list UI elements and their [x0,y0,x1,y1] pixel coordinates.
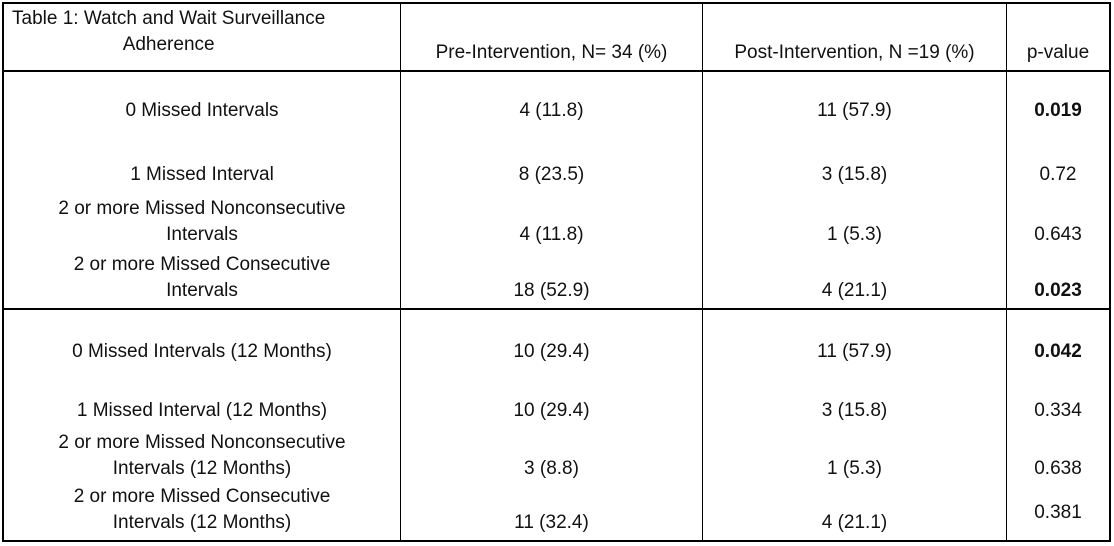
post-value: 4 (21.1) [703,252,1007,308]
row-label: 0 Missed Intervals (12 Months) [4,310,401,394]
pre-value: 18 (52.9) [401,252,703,308]
pre-value: 4 (11.8) [401,192,703,252]
table-row: 0 Missed Intervals 4 (11.8) 11 (57.9) 0.… [4,72,1109,150]
table-row: 2 or more Missed Consecutive Intervals 1… [4,252,1109,310]
p-value: 0.042 [1034,341,1082,362]
post-value: 3 (15.8) [703,150,1007,192]
p-value: 0.381 [1034,502,1082,523]
p-value: 0.643 [1034,224,1082,245]
p-value: 0.638 [1034,458,1082,479]
row-label: 2 or more Missed Consecutive Intervals [4,252,401,308]
header-p-value: p-value [1026,42,1090,63]
table-header-row: Table 1: Watch and Wait Surveillance Adh… [4,4,1109,72]
table-row: 1 Missed Interval 8 (23.5) 3 (15.8) 0.72 [4,150,1109,192]
pre-value: 11 (32.4) [401,486,703,540]
row-label: 2 or more Missed Nonconsecutive Interval… [4,192,401,252]
post-value: 4 (21.1) [703,486,1007,540]
p-value: 0.72 [1039,164,1077,185]
row-label: 0 Missed Intervals [4,72,401,150]
p-value: 0.334 [1034,400,1082,421]
p-value: 0.019 [1034,100,1082,121]
p-value: 0.023 [1034,280,1082,301]
header-pre-intervention: Pre-Intervention, N= 34 (%) [401,4,703,70]
table-row: 1 Missed Interval (12 Months) 10 (29.4) … [4,394,1109,428]
table-row: 2 or more Missed Consecutive Intervals (… [4,486,1109,540]
post-value: 11 (57.9) [703,310,1007,394]
row-label: 2 or more Missed Nonconsecutive Interval… [4,428,401,486]
table-caption: Table 1: Watch and Wait Surveillance Adh… [4,4,401,70]
table-caption-line1: Table 1: Watch and Wait Surveillance [12,8,326,29]
row-label: 1 Missed Interval [4,150,401,192]
post-value: 1 (5.3) [703,428,1007,486]
row-label: 2 or more Missed Consecutive Intervals (… [4,486,401,540]
table-caption-line2: Adherence [122,34,215,55]
pre-value: 10 (29.4) [401,394,703,428]
pre-value: 4 (11.8) [401,72,703,150]
pre-value: 10 (29.4) [401,310,703,394]
header-post-intervention: Post-Intervention, N =19 (%) [703,4,1007,70]
post-value: 11 (57.9) [703,72,1007,150]
table-row: 2 or more Missed Nonconsecutive Interval… [4,192,1109,252]
row-label: 1 Missed Interval (12 Months) [4,394,401,428]
pre-value: 8 (23.5) [401,150,703,192]
pre-value: 3 (8.8) [401,428,703,486]
post-value: 1 (5.3) [703,192,1007,252]
post-value: 3 (15.8) [703,394,1007,428]
table-row: 0 Missed Intervals (12 Months) 10 (29.4)… [4,310,1109,394]
table-row: 2 or more Missed Nonconsecutive Interval… [4,428,1109,486]
